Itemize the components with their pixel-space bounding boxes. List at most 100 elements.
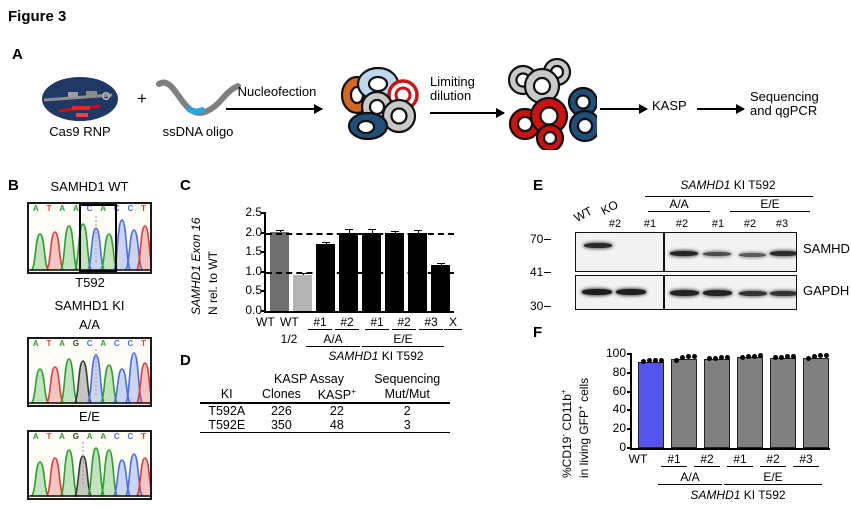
panel-c-errorbar-cap — [321, 242, 330, 244]
panel-f-ytick-label: 100 — [605, 346, 626, 360]
band-gapdh-aa2 — [703, 290, 732, 296]
cell-cluster-clones — [505, 57, 602, 153]
panel-d-body: T592A 226 22 2 T592E 350 48 3 — [200, 403, 450, 433]
panel-label-b: B — [8, 177, 19, 194]
panel-e-lane-ee2: #2 — [743, 218, 757, 230]
panel-e-mw-41: 41 — [530, 266, 552, 279]
panel-c-ytick-mark — [261, 290, 266, 293]
panel-f-datapoint — [812, 353, 817, 359]
panel-f-datapoint — [719, 354, 724, 360]
panel-c-yaxis — [264, 213, 266, 313]
panel-c-errorbar-cap — [413, 230, 422, 232]
panel-c-ytick-mark — [261, 270, 266, 273]
band-gapdh-aa1 — [670, 290, 699, 296]
cell-cluster-mixed — [335, 62, 423, 141]
panel-c-errorbar — [371, 228, 373, 233]
panel-e-lane-ko-sub: #2 — [608, 218, 622, 230]
step-kasp-label: KASP — [652, 98, 687, 113]
blot-label-samhd1: SAMHD1 — [803, 241, 851, 256]
sequencing-line1: Sequencing — [750, 89, 819, 104]
panel-f-group-ee: E/E — [724, 471, 822, 485]
panel-f-datapoint — [740, 354, 745, 360]
step-limiting-dilution-label: Limiting dilution — [430, 75, 508, 102]
panel-c-xlabel-aa2: #2 — [335, 316, 359, 330]
panel-e-lane-ee3: #3 — [775, 218, 789, 230]
panel-f-datapoint — [785, 353, 790, 359]
panel-c-ytick-label: 1.5 — [245, 244, 262, 259]
arrow-to-sequencing — [697, 104, 745, 114]
panel-f-bar — [737, 356, 763, 448]
panel-e-lane-wt: WT — [571, 203, 595, 225]
blot-gapdh-divider — [663, 276, 665, 309]
panel-f-xlabel-ee1: #1 — [727, 453, 753, 467]
cas9-rnp-label: Cas9 RNP — [49, 124, 111, 139]
band-gapdh-wt — [582, 289, 612, 295]
panel-d-header-cell: Mut/Mut — [384, 387, 430, 402]
panel-f-xlabel-ee2: #2 — [760, 453, 786, 467]
band-gapdh-ee1 — [739, 291, 767, 296]
cas9-rnp-illustration — [40, 75, 120, 123]
panel-e-group-ee: E/E — [730, 198, 810, 212]
panel-d-header-cell: Clones — [261, 387, 301, 402]
chromatogram-ee-trace — [29, 442, 150, 497]
limiting-line2: dilution — [430, 87, 472, 103]
arrow-to-kasp — [600, 104, 648, 114]
panel-c-errorbar-cap — [275, 229, 284, 231]
panel-f-bar — [671, 358, 697, 448]
panel-c-reference-line — [266, 271, 454, 274]
panel-f-xlabel-aa1: #1 — [661, 453, 687, 467]
panel-f-datapoint — [713, 355, 718, 361]
panel-f-ytick-mark — [627, 428, 632, 431]
panel-f-datapoint — [641, 359, 646, 365]
panel-d-row: T592E 350 48 3 — [200, 418, 450, 433]
panel-c-ytick-label: 0.0 — [245, 303, 262, 317]
arrow-limiting-dilution — [430, 108, 505, 118]
panel-c-bar — [270, 231, 289, 311]
panel-c-bar — [316, 244, 335, 311]
panel-c-ytick-mark — [261, 251, 266, 254]
chromatogram-ee-title: E/E — [79, 409, 100, 424]
panel-f-ytick-mark — [627, 371, 632, 374]
panel-e-mw-70: 70 — [530, 233, 552, 246]
panel-f-group-aa: A/A — [658, 471, 722, 485]
panel-label-a: A — [12, 46, 23, 63]
panel-f-bar — [638, 361, 664, 448]
panel-d-header-row: KI Clones KASP+ Mut/Mut — [200, 386, 450, 404]
panel-c-errorbar — [394, 230, 396, 234]
sequencing-line2: and qgPCR — [750, 102, 818, 118]
panel-f-datapoint — [773, 354, 778, 360]
panel-c-plot: 0.0 0.5 1.0 1.5 2.0 2.5 — [224, 205, 454, 317]
panel-c-xlabel-wthalf: WT — [280, 315, 299, 329]
panel-d-header-cell: KASP+ — [317, 386, 357, 403]
chromatogram-ki-title: SAMHD1 KI — [54, 298, 125, 313]
panel-c-xlabel-x: X — [444, 316, 462, 330]
panel-f-ytick-label: 80 — [612, 364, 626, 379]
chromatogram-wt-trace — [29, 216, 150, 271]
panel-f-datapoint — [824, 352, 829, 358]
panel-d-group-row: KASP Assay Sequencing — [200, 372, 450, 386]
blot-label-gapdh: GAPDH — [803, 283, 850, 298]
panel-c-group-all: SAMHD1 KI T592 — [328, 349, 424, 363]
figure-title: Figure 3 — [8, 8, 67, 25]
chromatogram-wt-codon-label: T592 — [75, 275, 105, 290]
blot-samhd1 — [575, 232, 797, 272]
panel-f-yaxis — [630, 354, 632, 450]
panel-f-bar — [803, 357, 829, 448]
panel-f-ytick-mark — [627, 409, 632, 412]
panel-e-lane-ee1: #1 — [711, 218, 725, 230]
panel-c-errorbar — [417, 230, 419, 233]
panel-d-cell: 2 — [403, 404, 411, 419]
panel-f-ylabel-line1: %CD19- CD11b+ — [559, 389, 574, 478]
panel-c-bar — [362, 232, 381, 311]
panel-c-ylabel-line2: N rel. to WT — [206, 250, 220, 315]
panel-f-ytick-mark — [627, 390, 632, 393]
panel-d-table: KASP Assay Sequencing KI Clones KASP+ Mut/M… — [200, 372, 450, 433]
panel-f-datapoint — [653, 357, 658, 363]
panel-c-errorbar-cap — [390, 230, 399, 232]
panel-f-xlabel-aa2: #2 — [694, 453, 720, 467]
panel-f-datapoint — [779, 354, 784, 360]
limiting-line1: Limiting — [430, 74, 475, 89]
panel-f-datapoint — [680, 354, 685, 360]
panel-f-datapoint — [674, 357, 679, 363]
